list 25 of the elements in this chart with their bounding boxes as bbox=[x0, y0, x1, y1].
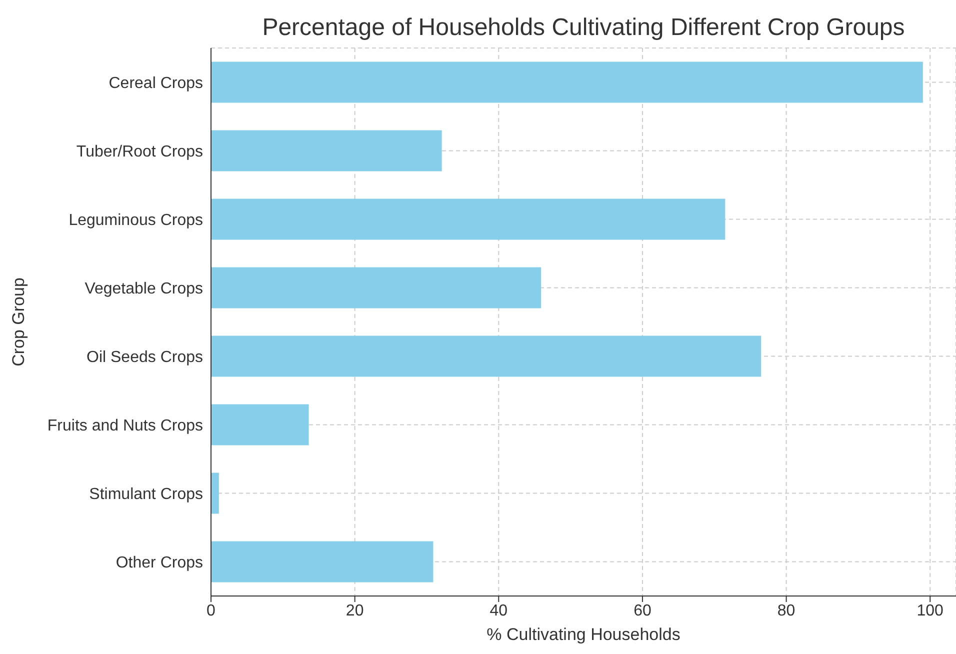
y-axis-title: Crop Group bbox=[9, 278, 28, 366]
x-tick-label: 20 bbox=[346, 602, 364, 620]
bar bbox=[211, 404, 309, 446]
y-tick-label: Leguminous Crops bbox=[68, 212, 203, 229]
x-tick-label: 60 bbox=[634, 602, 652, 620]
x-tick-label: 100 bbox=[916, 602, 944, 620]
y-tick-label: Tuber/Root Crops bbox=[76, 143, 203, 160]
y-tick-label: Oil Seeds Crops bbox=[86, 348, 203, 366]
x-tick-label: 0 bbox=[206, 602, 216, 620]
x-tick-label: 40 bbox=[490, 602, 508, 620]
y-tick-label: Fruits and Nuts Crops bbox=[47, 417, 203, 434]
y-tick-label: Cereal Crops bbox=[108, 74, 203, 92]
y-tick-label: Stimulant Crops bbox=[89, 486, 203, 503]
bar bbox=[211, 472, 219, 514]
x-tick-label: 80 bbox=[777, 602, 796, 620]
bar bbox=[211, 267, 542, 308]
bar bbox=[211, 130, 442, 172]
bar bbox=[211, 541, 434, 582]
bar bbox=[211, 336, 762, 377]
y-tick-label: Other Crops bbox=[116, 554, 203, 572]
bar bbox=[211, 62, 923, 103]
chart-title: Percentage of Households Cultivating Different Crop Groups bbox=[261, 14, 906, 42]
bar bbox=[211, 198, 726, 240]
y-tick-label: Vegetable Crops bbox=[84, 280, 203, 298]
x-axis-title: % Cultivating Households bbox=[486, 625, 680, 644]
